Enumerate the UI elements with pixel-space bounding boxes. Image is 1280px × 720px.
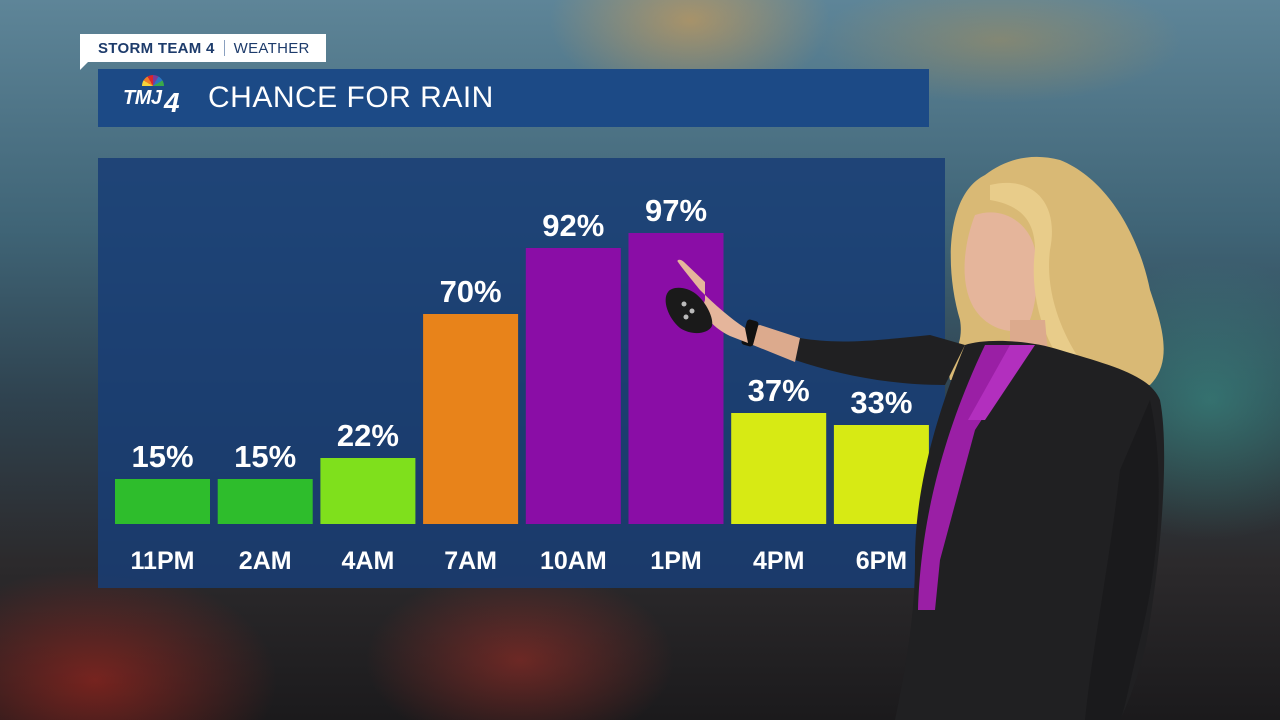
title-bar: TMJ 4 CHANCE FOR RAIN [98, 69, 929, 127]
category-label-10am: 10AM [540, 547, 607, 575]
value-label-1pm: 97% [645, 193, 707, 228]
brand-bar-tail [80, 60, 90, 70]
value-label-4am: 22% [337, 418, 399, 453]
category-label-6pm: 6PM [856, 547, 907, 575]
logo-call-letters: TMJ [123, 87, 162, 109]
peacock-icon [142, 75, 164, 86]
bar-4am [320, 458, 416, 524]
chart-panel: 15% 11PM 15% 2AM 22% 4AM 70% 7AM 92% 10AM 97% 1PM 37… [98, 158, 945, 588]
value-label-10am: 92% [542, 208, 604, 243]
brand-separator [223, 40, 225, 56]
page-title: CHANCE FOR RAIN [208, 81, 494, 114]
brand-bar: STORM TEAM 4 WEATHER [80, 34, 326, 62]
bar-2am [217, 479, 313, 524]
category-label-11pm: 11PM [131, 547, 195, 575]
value-label-7am: 70% [440, 274, 502, 309]
value-label-11pm: 15% [131, 439, 193, 474]
brand-section-label: WEATHER [233, 39, 310, 57]
value-label-4pm: 37% [748, 373, 810, 408]
category-label-2am: 2AM [239, 547, 292, 575]
station-logo: TMJ 4 [98, 69, 190, 127]
category-label-7am: 7AM [444, 547, 497, 575]
category-label-4am: 4AM [342, 547, 395, 575]
bar-10am [525, 248, 621, 524]
value-label-2am: 15% [234, 439, 296, 474]
brand-team-label: STORM TEAM 4 [98, 39, 215, 57]
category-label-4pm: 4PM [753, 547, 804, 575]
bar-4pm [731, 413, 827, 524]
bar-6pm [833, 425, 929, 524]
category-label-1pm: 1PM [650, 547, 701, 575]
bar-1pm [628, 233, 724, 524]
bar-7am [423, 314, 519, 524]
bar-11pm [115, 479, 210, 524]
logo-channel-number: 4 [164, 87, 180, 118]
rain-chance-chart: 15% 11PM 15% 2AM 22% 4AM 70% 7AM 92% 10AM 97% 1PM 37… [115, 193, 929, 575]
value-label-6pm: 33% [850, 385, 912, 420]
